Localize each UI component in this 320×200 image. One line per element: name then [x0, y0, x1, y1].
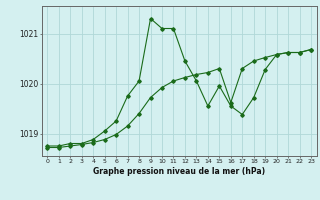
X-axis label: Graphe pression niveau de la mer (hPa): Graphe pression niveau de la mer (hPa)	[93, 167, 265, 176]
